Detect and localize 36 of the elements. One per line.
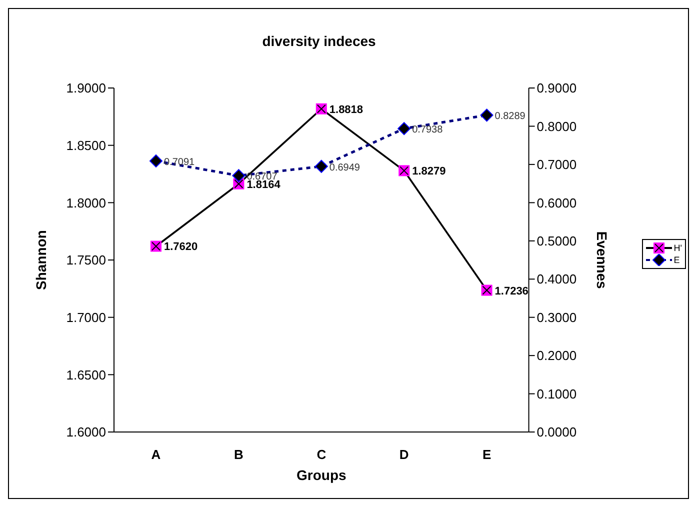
y-axis-title: Shannon xyxy=(32,230,49,290)
data-label: 0.8289 xyxy=(494,111,526,122)
data-label: 1.7236 xyxy=(494,285,528,298)
data-label: 0.7091 xyxy=(164,156,196,168)
x-tick-label: E xyxy=(482,447,492,462)
y2-tick-label: 0.6000 xyxy=(536,195,577,210)
y-tick-label: 1.8500 xyxy=(66,138,106,153)
y2-tick-label: 0.2000 xyxy=(536,348,577,364)
chart-title: diversity indeces xyxy=(261,33,377,49)
data-label: 1.7620 xyxy=(164,241,198,254)
y2-tick-label: 0.8000 xyxy=(536,118,577,134)
x-tick-label: D xyxy=(399,447,409,462)
y-tick-label: 1.7000 xyxy=(66,310,106,325)
legend-label: E xyxy=(674,254,680,264)
x-axis-title: Groups xyxy=(296,467,346,483)
data-label: 1.8279 xyxy=(412,166,446,178)
y-tick-label: 1.6000 xyxy=(66,424,106,440)
data-label: 1.8818 xyxy=(329,104,364,116)
y2-axis-title: Evennes xyxy=(594,231,610,290)
y-tick-label: 1.8000 xyxy=(66,195,106,210)
y2-tick-label: 0.3000 xyxy=(536,310,577,325)
y2-tick-label: 0.5000 xyxy=(536,234,577,249)
y2-tick-label: 0.9000 xyxy=(536,80,577,96)
y2-tick-label: 0.7000 xyxy=(536,157,577,172)
y-tick-label: 1.9000 xyxy=(66,80,106,96)
y-tick-label: 1.6500 xyxy=(66,367,106,382)
x-tick-label: C xyxy=(316,447,327,462)
y2-tick-label: 0.0000 xyxy=(536,424,577,440)
x-tick-label: B xyxy=(234,447,244,462)
y2-tick-label: 0.1000 xyxy=(536,386,577,402)
data-label: 0.7938 xyxy=(412,124,444,136)
y-tick-label: 1.7500 xyxy=(66,252,106,268)
x-tick-label: A xyxy=(151,447,162,462)
data-label: 0.6949 xyxy=(329,162,360,174)
y2-tick-label: 0.4000 xyxy=(536,272,577,287)
legend-label: H' xyxy=(674,242,682,252)
